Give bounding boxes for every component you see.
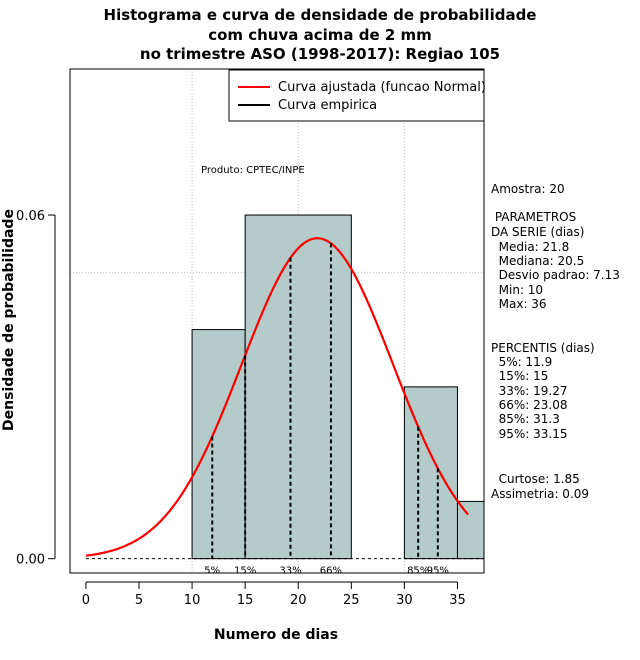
histogram-bar [191,329,246,560]
y-axis-label: Densidade de probabilidade [1,209,17,431]
stat-max: Max: 36 [491,297,547,311]
chart-title-line-3: no trimestre ASO (1998-2017): Regiao 105 [139,45,501,63]
chart-title-line-1: Histograma e curva de densidade de proba… [103,6,537,24]
plot-frame [69,68,485,574]
stat-p66: 66%: 23.08 [491,398,568,412]
percentile-label: 66% [320,566,342,577]
x-tick-label: 0 [82,593,90,608]
x-tick-label: 10 [184,593,201,608]
y-tick-label: 0.06 [16,209,45,224]
stat-p15: 15%: 15 [491,369,549,383]
legend: Curva ajustada (funcao Normal) Curva emp… [228,69,486,122]
params-title-2: DA SERIE (dias) [491,225,585,239]
percentile-label: 85% [407,566,429,577]
legend-box [228,69,485,122]
percentis-title: PERCENTIS (dias) [491,341,595,355]
histogram-bars [85,214,484,560]
stat-p33: 33%: 19.27 [491,384,568,398]
percentile-label: 5% [204,566,220,577]
stat-min: Min: 10 [491,283,544,297]
params-title-1: PARAMETROS [491,210,577,224]
stat-p95: 95%: 33.15 [491,427,568,441]
curve-layer [85,237,469,557]
stat-skewness: Assimetria: 0.09 [491,487,590,501]
stat-median: Mediana: 20.5 [491,254,585,268]
percentile-lines: 5% 15% 33% 66% 85%95% [204,243,449,577]
chart-title-line-2: com chuva acima de 2 mm [208,26,432,44]
percentile-label: 33% [279,566,301,577]
histogram-bar [456,500,484,560]
legend-empirical-label: Curva empirica [278,98,377,113]
histogram-bar [244,214,352,560]
fitted-normal-curve [85,237,469,557]
y-tick-label: 0.00 [16,553,45,568]
percentile-label: 15% [234,566,256,577]
axes-layer: 0 5 10 15 20 25 30 35 0.00 0.06 [16,209,466,608]
stat-kurtosis: Curtose: 1.85 [491,472,580,486]
stat-sd: Desvio padrao: 7.13 [491,268,620,282]
stat-p5: 5%: 11.9 [491,355,553,369]
legend-fitted-label: Curva ajustada (funcao Normal) [278,80,486,95]
x-tick-label: 15 [237,593,254,608]
stat-p85: 85%: 31.3 [491,412,560,426]
percentile-label: 95% [427,566,449,577]
x-tick-label: 30 [396,593,413,608]
product-credit: Produto: CPTEC/INPE [201,165,305,176]
sample-size: Amostra: 20 [491,182,565,196]
x-tick-label: 5 [135,593,143,608]
x-axis-label: Numero de dias [214,627,338,643]
x-tick-label: 25 [343,593,360,608]
stat-mean: Media: 21.8 [491,240,570,254]
x-tick-label: 35 [449,593,466,608]
x-tick-label: 20 [290,593,307,608]
